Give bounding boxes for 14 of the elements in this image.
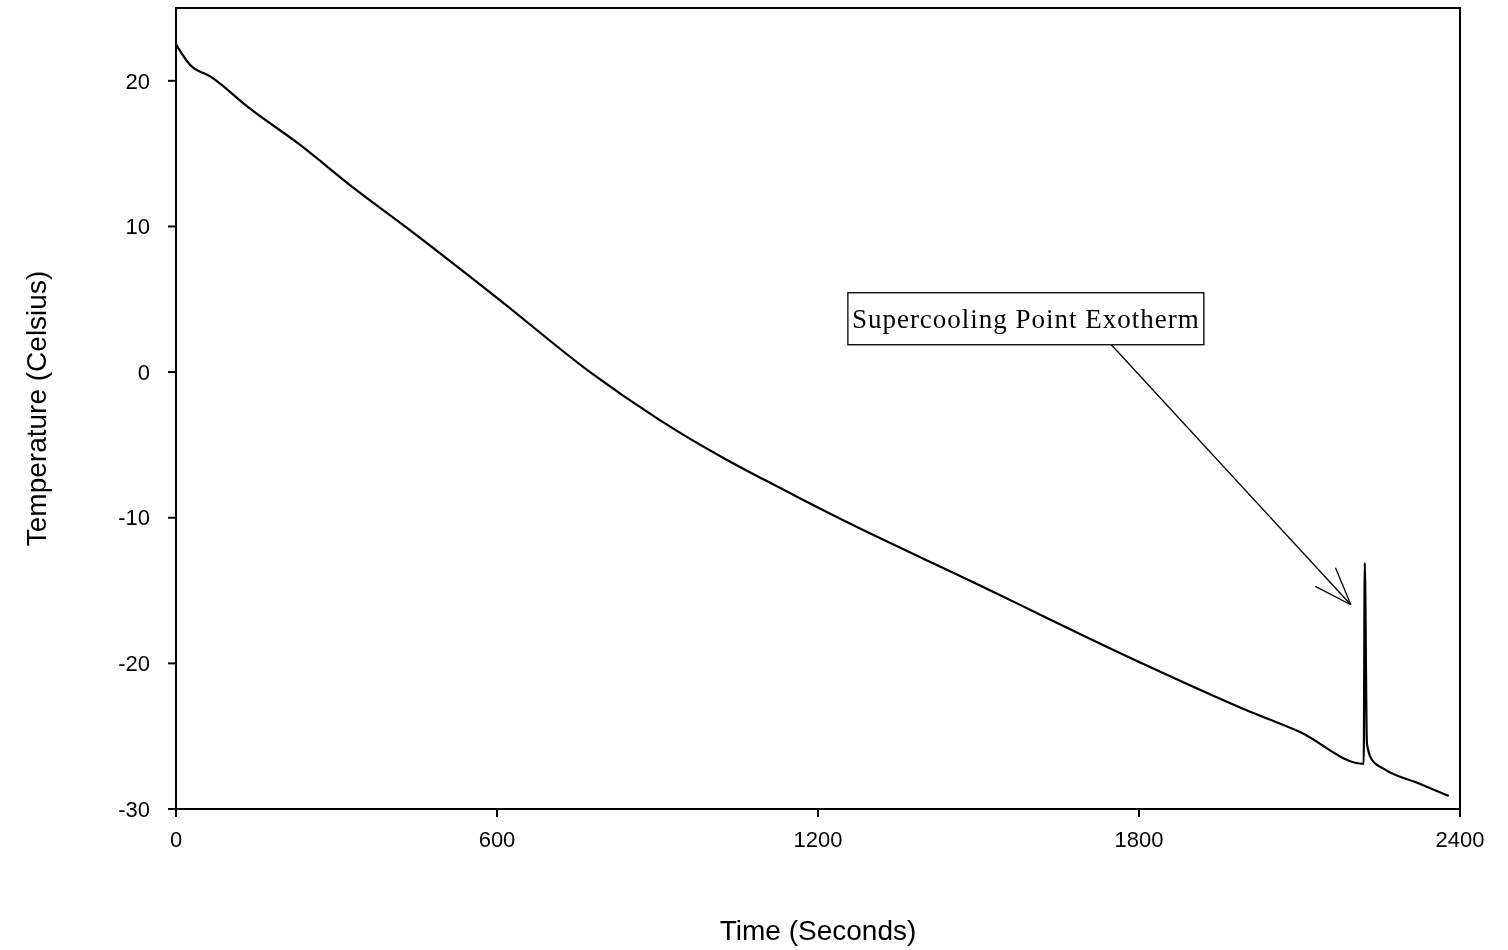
annotation: Supercooling Point Exotherm <box>851 304 1200 335</box>
y-tick-label: 0 <box>137 359 150 385</box>
x-tick-label: 2400 <box>1435 827 1485 852</box>
x-tick-label: 0 <box>169 827 183 852</box>
x-tick-label: 600 <box>478 827 516 852</box>
y-tick-label: 10 <box>125 214 150 240</box>
x-axis-title: Time (Seconds) <box>719 915 917 946</box>
y-tick-label: -10 <box>118 505 150 531</box>
x-tick-label: 1200 <box>793 827 843 852</box>
y-tick-label: -20 <box>118 651 150 677</box>
y-tick-label: -30 <box>118 796 150 822</box>
x-tick-label: 1800 <box>1114 827 1164 852</box>
y-tick-label: 20 <box>125 68 150 94</box>
y-axis-title: Temperature (Celsius) <box>21 270 52 547</box>
